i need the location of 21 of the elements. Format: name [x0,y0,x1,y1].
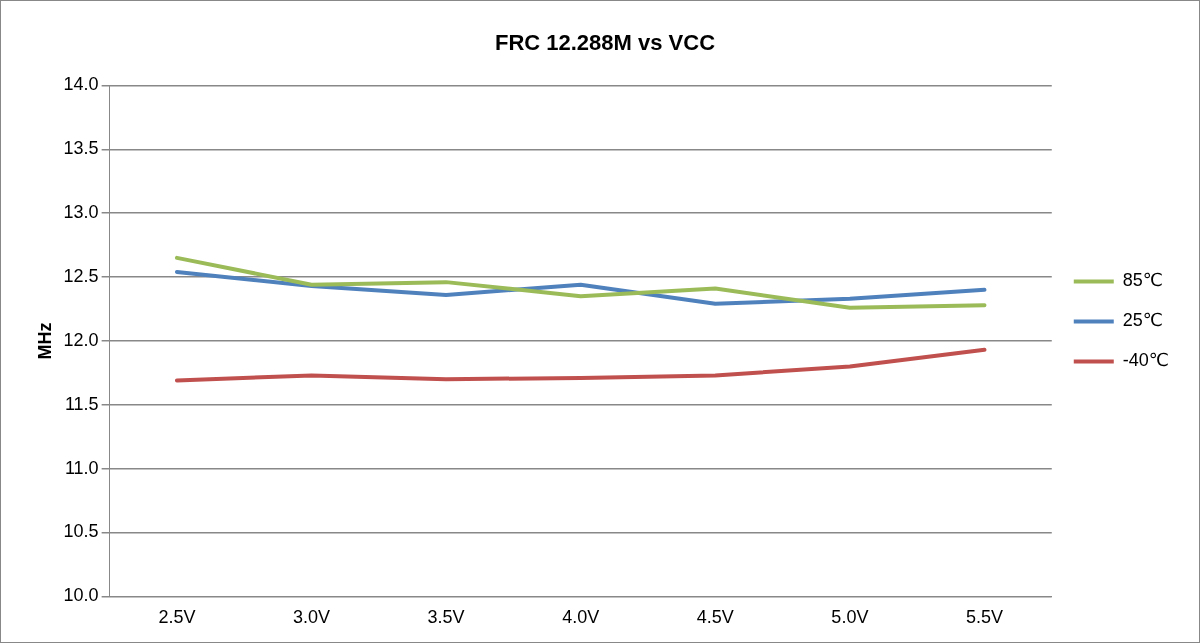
y-tick-label: 12.5 [63,265,99,286]
x-tick-label: 2.5V [158,607,196,628]
y-tick-label: 11.0 [64,457,99,478]
x-tick-label: 3.5V [427,607,465,628]
legend-label: 85℃ [1122,270,1164,291]
x-tick-label: 5.5V [965,607,1003,628]
legend-label: -40℃ [1122,350,1169,371]
y-tick-label: 14.0 [63,74,99,95]
y-tick-label: 13.5 [63,138,99,159]
y-tick-label: 11.5 [64,393,99,414]
x-tick-label: 3.0V [293,607,331,628]
y-tick-label: 13.0 [63,202,99,223]
chart-title: FRC 12.288M vs VCC [494,30,716,56]
y-axis-title: MHz [34,322,55,360]
x-tick-label: 4.5V [696,607,734,628]
x-tick-label: 5.0V [831,607,869,628]
x-tick-label: 4.0V [562,607,600,628]
y-tick-label: 12.0 [63,329,99,350]
legend-label: 25℃ [1122,310,1164,331]
y-tick-label: 10.0 [63,585,99,606]
y-tick-label: 10.5 [63,521,99,542]
